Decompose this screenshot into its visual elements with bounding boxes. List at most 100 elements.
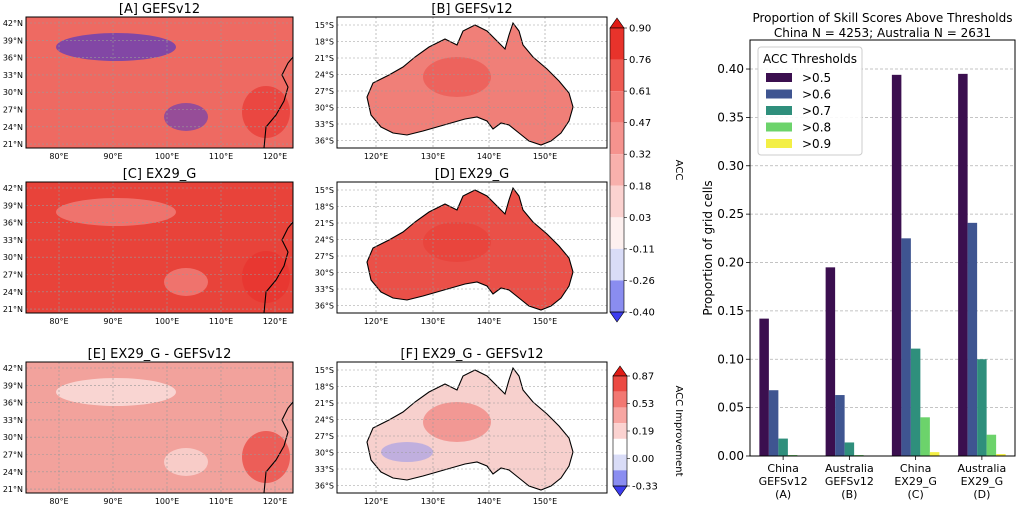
lon-tick-label: 120°E (364, 317, 388, 326)
lat-tick-label: 36°S (315, 137, 334, 146)
plot-frame (749, 39, 1016, 457)
lat-tick-label: 39°N (3, 201, 23, 210)
lon-tick-label: 90°E (103, 317, 122, 326)
bar-0-1 (768, 390, 779, 456)
lat-tick-label: 24°S (315, 236, 334, 245)
legend-title: ACC Thresholds (763, 52, 857, 66)
australia-outline (366, 186, 574, 311)
lon-tick-label: 110°E (209, 317, 233, 326)
bar-2-1 (901, 238, 911, 456)
lat-tick-label: 30°S (315, 449, 334, 458)
legend-swatch (766, 139, 792, 148)
lat-tick-label: 24°N (3, 468, 23, 477)
legend-entry: >0.5 (802, 71, 831, 85)
lon-tick-label: 90°E (103, 152, 122, 161)
lat-tick-label: 30°S (315, 269, 334, 278)
bar-3-0 (958, 73, 968, 456)
lat-tick-label: 27°S (315, 432, 334, 441)
x-tick-label: (B) (841, 488, 857, 501)
map-panel-F: [F] EX29_G - GEFSv12 15°S 18°S 21°S 24°S 27°S… (315, 347, 608, 506)
map-panel-title: [B] GEFSv12 (431, 2, 512, 17)
lat-tick-label: 33°N (3, 71, 23, 80)
map-panels: [A] GEFSv12 42°N 39°N 36°N 33°N 30°N 27°N 24°N 2… (3, 2, 608, 506)
lon-tick-label: 120°E (263, 152, 287, 161)
lat-tick-label: 27°N (3, 271, 23, 280)
chart-title: Proportion of Skill Scores Above Thresho… (752, 11, 1012, 25)
map-panel-B: [B] GEFSv12 15°S 18°S 21°S 24°S 27°S 30°S 33°S 3… (315, 2, 608, 161)
map-panel-title: [D] EX29_G (435, 167, 510, 182)
x-tick-label: (C) (907, 488, 923, 501)
map-frame (25, 181, 294, 314)
lat-tick-label: 42°N (3, 19, 23, 28)
lat-tick-label: 21°S (315, 219, 334, 228)
colorbar-tick-label: 0.19 (632, 427, 654, 438)
lat-tick-label: 18°S (315, 203, 334, 212)
lat-tick-label: 36°N (3, 399, 23, 408)
lon-tick-label: 120°E (263, 497, 287, 506)
lon-tick-label: 100°E (155, 497, 179, 506)
lat-tick-label: 18°S (315, 383, 334, 392)
legend-swatch (766, 106, 792, 115)
bar-3-2 (977, 359, 987, 456)
lat-tick-label: 42°N (3, 364, 23, 373)
lat-tick-label: 24°S (315, 416, 334, 425)
lon-tick-label: 80°E (49, 497, 68, 506)
y-tick-label: 0.40 (717, 62, 744, 76)
lat-tick-label: 21°N (3, 485, 23, 494)
colorbar-tick-label: 0.47 (629, 118, 651, 129)
bar-2-0 (891, 74, 902, 456)
legend-entry: >0.8 (802, 121, 831, 135)
x-tick-label: Australia (825, 462, 874, 475)
legend-swatch (766, 122, 792, 132)
bar-3-3 (986, 434, 997, 456)
lat-tick-label: 27°S (315, 87, 334, 96)
legend-entry: >0.9 (802, 137, 831, 151)
lat-tick-label: 24°N (3, 288, 23, 297)
colorbar-tick-label: 0.90 (629, 24, 651, 35)
map-frame (25, 361, 294, 494)
lat-tick-label: 30°N (3, 88, 23, 97)
map-panel-C: [C] EX29_G 42°N 39°N 36°N 33°N 30°N 27°N 24°N 21… (3, 167, 294, 326)
colorbar-tick-label: 0.76 (629, 55, 651, 66)
lat-tick-label: 21°N (3, 140, 23, 149)
lon-tick-label: 150°E (533, 152, 557, 161)
map-panel-title: [E] EX29_G - GEFSv12 (88, 347, 232, 362)
bar-1-1 (835, 395, 845, 456)
x-tick-label: Australia (958, 462, 1007, 475)
lon-tick-label: 140°E (477, 497, 501, 506)
chart-subtitle: China N = 4253; Australia N = 2631 (774, 26, 991, 40)
lat-tick-label: 33°S (315, 465, 334, 474)
legend-swatch (766, 89, 792, 99)
lon-tick-label: 120°E (364, 497, 388, 506)
lat-tick-label: 24°N (3, 123, 23, 132)
lon-tick-label: 150°E (533, 497, 557, 506)
lat-tick-label: 27°N (3, 451, 23, 460)
lon-tick-label: 110°E (209, 497, 233, 506)
bar-1-2 (844, 442, 855, 456)
x-tick-label: China (900, 462, 931, 475)
x-tick-label: China (767, 462, 798, 475)
lat-tick-label: 27°N (3, 106, 23, 115)
lon-tick-label: 120°E (263, 317, 287, 326)
x-tick-label: (D) (973, 488, 990, 501)
lon-tick-label: 80°E (49, 317, 68, 326)
lat-tick-label: 30°S (315, 104, 334, 113)
lon-tick-label: 140°E (477, 152, 501, 161)
colorbars: 0.90 0.76 0.61 0.47 0.32 0.18 0.03 -0.11 -0.26 -0… (609, 17, 684, 497)
map-frame (336, 16, 608, 149)
lat-tick-label: 21°S (315, 399, 334, 408)
lon-tick-label: 130°E (421, 317, 445, 326)
map-panel-title: [A] GEFSv12 (119, 2, 200, 17)
bar-3-4 (996, 454, 1006, 456)
colorbar-tick-label: 0.03 (629, 213, 651, 224)
lat-tick-label: 33°S (315, 285, 334, 294)
lat-tick-label: 30°N (3, 253, 23, 262)
lat-tick-label: 36°S (315, 482, 334, 491)
map-frame (336, 181, 608, 314)
australia-outline (366, 21, 574, 146)
lat-tick-label: 42°N (3, 184, 23, 193)
lon-tick-label: 130°E (421, 152, 445, 161)
lat-tick-label: 39°N (3, 36, 23, 45)
y-tick-label: 0.20 (717, 256, 744, 270)
